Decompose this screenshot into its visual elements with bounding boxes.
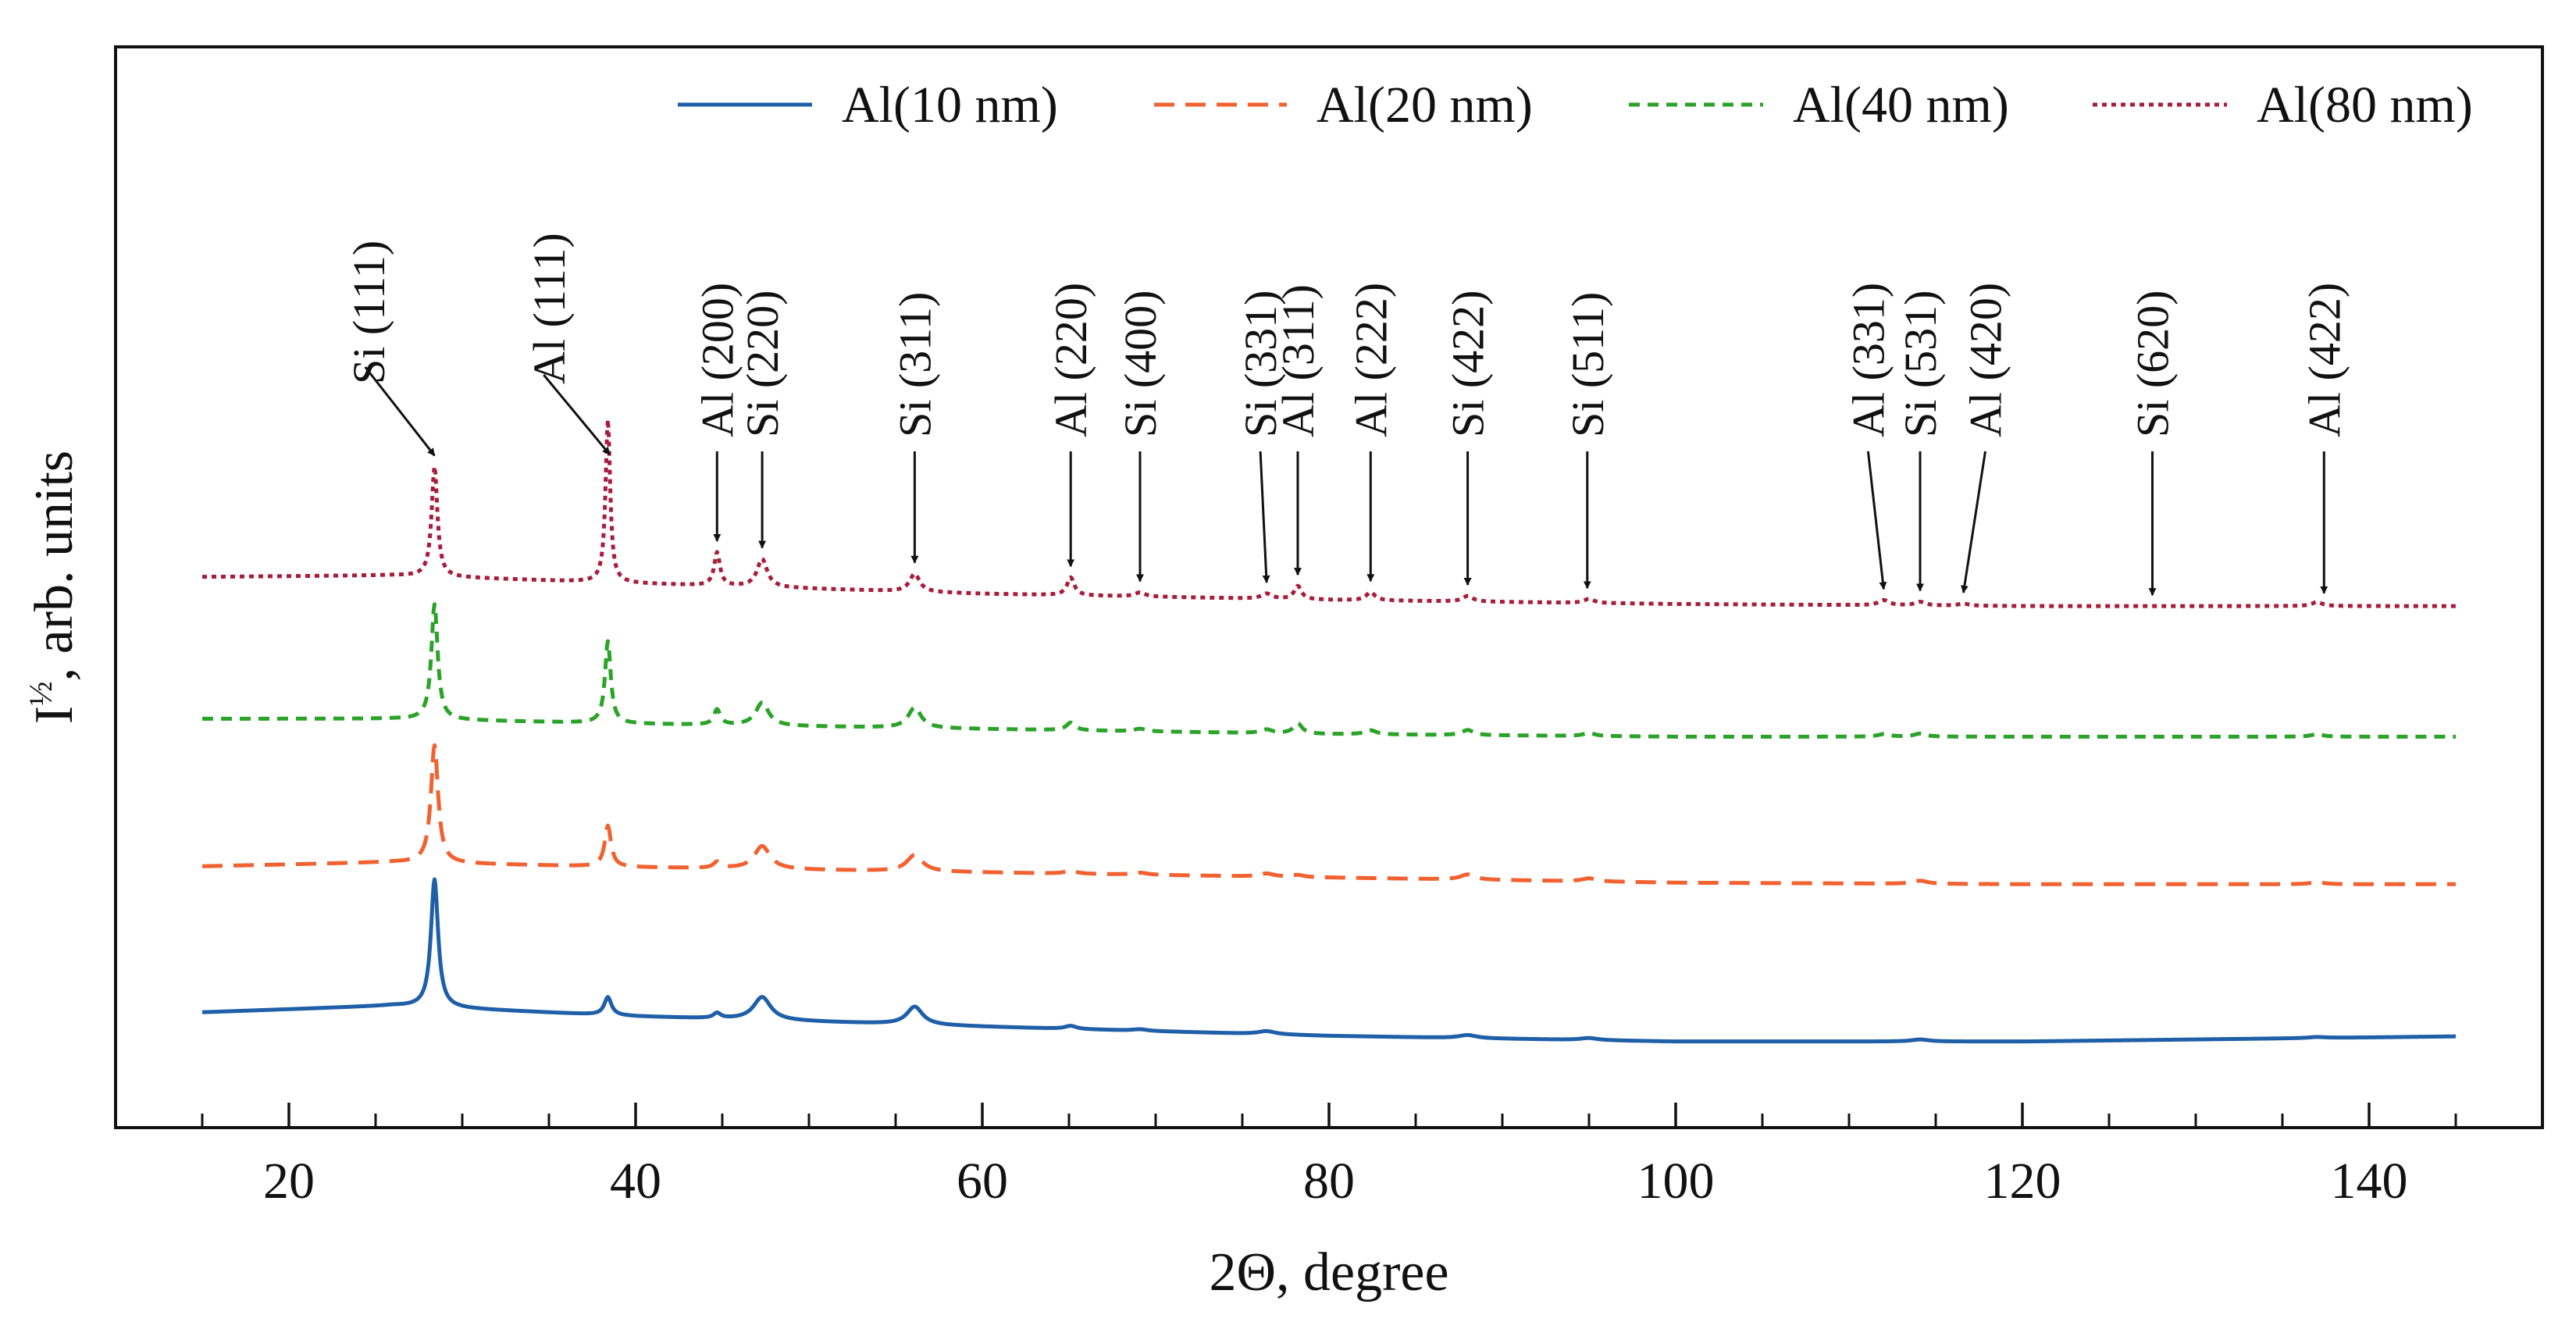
peak-label: Si (422) <box>1443 290 1494 438</box>
x-tick-label: 40 <box>610 1153 661 1210</box>
series-line-3 <box>201 602 2457 739</box>
peak-label: Al (111) <box>524 233 575 384</box>
legend-label-2: Al(20 nm) <box>1317 77 1533 134</box>
peak-label: Al (311) <box>1273 284 1324 437</box>
peak-label: Si (531) <box>1895 290 1946 438</box>
legend-label-1: Al(10 nm) <box>842 77 1058 134</box>
peak-label: Al (422) <box>2299 283 2350 437</box>
x-axis-title: 2Θ, degree <box>1209 1242 1448 1303</box>
x-tick-label: 100 <box>1637 1153 1715 1210</box>
peak-arrow <box>1866 451 1887 590</box>
legend-label-3: Al(40 nm) <box>1793 77 2009 134</box>
peak-arrow <box>1259 451 1270 583</box>
peak-label: Si (620) <box>2128 290 2179 438</box>
peak-label: Si (511) <box>1562 292 1613 437</box>
peak-label: Si (400) <box>1115 290 1166 438</box>
peak-label: Si (220) <box>737 290 788 438</box>
peak-label: Si (331) <box>1235 290 1286 438</box>
x-tick-label: 60 <box>957 1153 1008 1210</box>
peak-label: Si (311) <box>889 292 940 437</box>
x-tick-label: 120 <box>1984 1153 2061 1210</box>
peak-label: Al (220) <box>1046 283 1096 437</box>
x-tick-label: 80 <box>1303 1153 1355 1210</box>
x-tick-label: 140 <box>2331 1153 2408 1210</box>
series-line-1 <box>201 877 2457 1044</box>
peak-label: Al (222) <box>1345 283 1396 437</box>
y-axis-title: I½, arb. units <box>23 451 84 724</box>
plot-frame <box>114 45 2544 1129</box>
peak-arrow <box>543 374 611 455</box>
series-line-4 <box>201 417 2457 608</box>
y-axis-title-rest: , arb. units <box>24 451 84 682</box>
peak-label: Al (420) <box>1961 283 2011 437</box>
peak-arrow <box>1960 451 1986 593</box>
y-axis-title-sup: ½ <box>23 681 59 706</box>
legend-label-4: Al(80 nm) <box>2257 77 2473 134</box>
peak-label: Si (111) <box>344 241 394 384</box>
peak-label: Al (200) <box>692 283 743 437</box>
y-axis-title-base: I <box>24 706 84 724</box>
x-tick-label: 20 <box>263 1153 315 1210</box>
series-line-2 <box>201 743 2457 886</box>
peak-arrow <box>364 366 436 457</box>
peak-label: Al (331) <box>1843 283 1894 437</box>
